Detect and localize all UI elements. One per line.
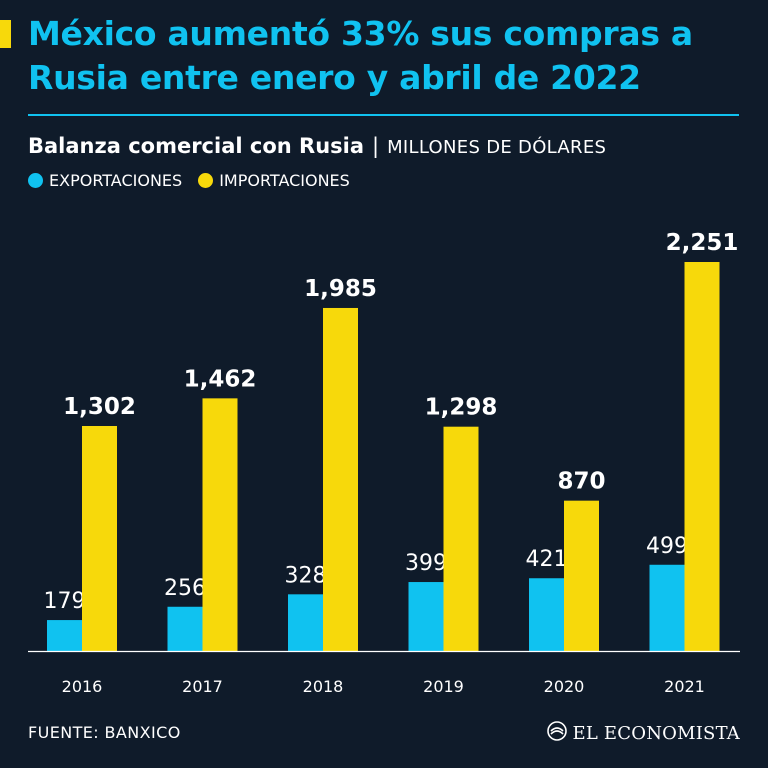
legend-item-importaciones: IMPORTACIONES	[198, 171, 350, 190]
data-label-importaciones-2017: 1,462	[184, 366, 257, 392]
title-accent-bar	[0, 20, 11, 48]
legend-label-exportaciones: EXPORTACIONES	[49, 171, 183, 190]
data-label-importaciones-2020: 870	[557, 469, 605, 495]
bar-exportaciones-2017	[167, 606, 203, 651]
legend-label-importaciones: IMPORTACIONES	[219, 171, 350, 190]
title-divider	[28, 114, 739, 116]
bar-exportaciones-2021	[649, 564, 685, 651]
bar-importaciones-2021	[684, 262, 720, 651]
chart-title: México aumentó 33% sus compras a Rusia e…	[28, 14, 693, 97]
data-label-exportaciones-2019: 399	[405, 551, 447, 576]
legend-swatch-exportaciones	[28, 173, 43, 188]
subtitle-unit: MILLONES DE DÓLARES	[387, 137, 607, 158]
x-tick-label-2020: 2020	[544, 677, 585, 696]
x-tick-label-2018: 2018	[303, 677, 344, 696]
data-label-exportaciones-2017: 256	[164, 576, 206, 601]
brand-name: EL ECONOMISTA	[572, 723, 740, 744]
x-tick-label-2019: 2019	[423, 677, 464, 696]
bar-exportaciones-2018	[288, 594, 323, 651]
bar-importaciones-2018	[323, 307, 358, 651]
legend-swatch-importaciones	[198, 173, 214, 188]
x-tick-label-2021: 2021	[664, 677, 705, 696]
data-label-exportaciones-2020: 421	[526, 547, 568, 572]
legend-item-exportaciones: EXPORTACIONES	[28, 171, 182, 190]
source-note: FUENTE: BANXICO	[28, 723, 181, 742]
data-label-exportaciones-2016: 179	[44, 589, 86, 614]
subtitle-separator: |	[372, 134, 380, 158]
subtitle-main: Balanza comercial con Rusia	[28, 134, 365, 158]
brand-logo: EL ECONOMISTA	[546, 721, 740, 746]
data-label-importaciones-2021: 2,251	[666, 230, 739, 256]
x-tick-label-2016: 2016	[62, 677, 103, 696]
data-label-exportaciones-2021: 499	[646, 534, 688, 559]
el-economista-logo-icon	[546, 721, 567, 746]
bar-exportaciones-2016	[47, 620, 82, 651]
chart-subtitle: Balanza comercial con Rusia | MILLONES DE …	[28, 134, 606, 158]
bar-importaciones-2017	[202, 398, 238, 651]
data-label-importaciones-2019: 1,298	[425, 395, 498, 421]
bar-importaciones-2019	[443, 426, 479, 651]
bar-importaciones-2020	[564, 500, 599, 651]
bar-importaciones-2016	[82, 425, 117, 651]
data-label-importaciones-2018: 1,985	[304, 276, 377, 302]
legend: EXPORTACIONES IMPORTACIONES	[28, 171, 366, 190]
data-label-importaciones-2016: 1,302	[63, 394, 136, 420]
bar-exportaciones-2019	[408, 582, 444, 651]
bar-exportaciones-2020	[529, 578, 564, 651]
x-tick-label-2017: 2017	[182, 677, 223, 696]
data-label-exportaciones-2018: 328	[285, 563, 327, 588]
